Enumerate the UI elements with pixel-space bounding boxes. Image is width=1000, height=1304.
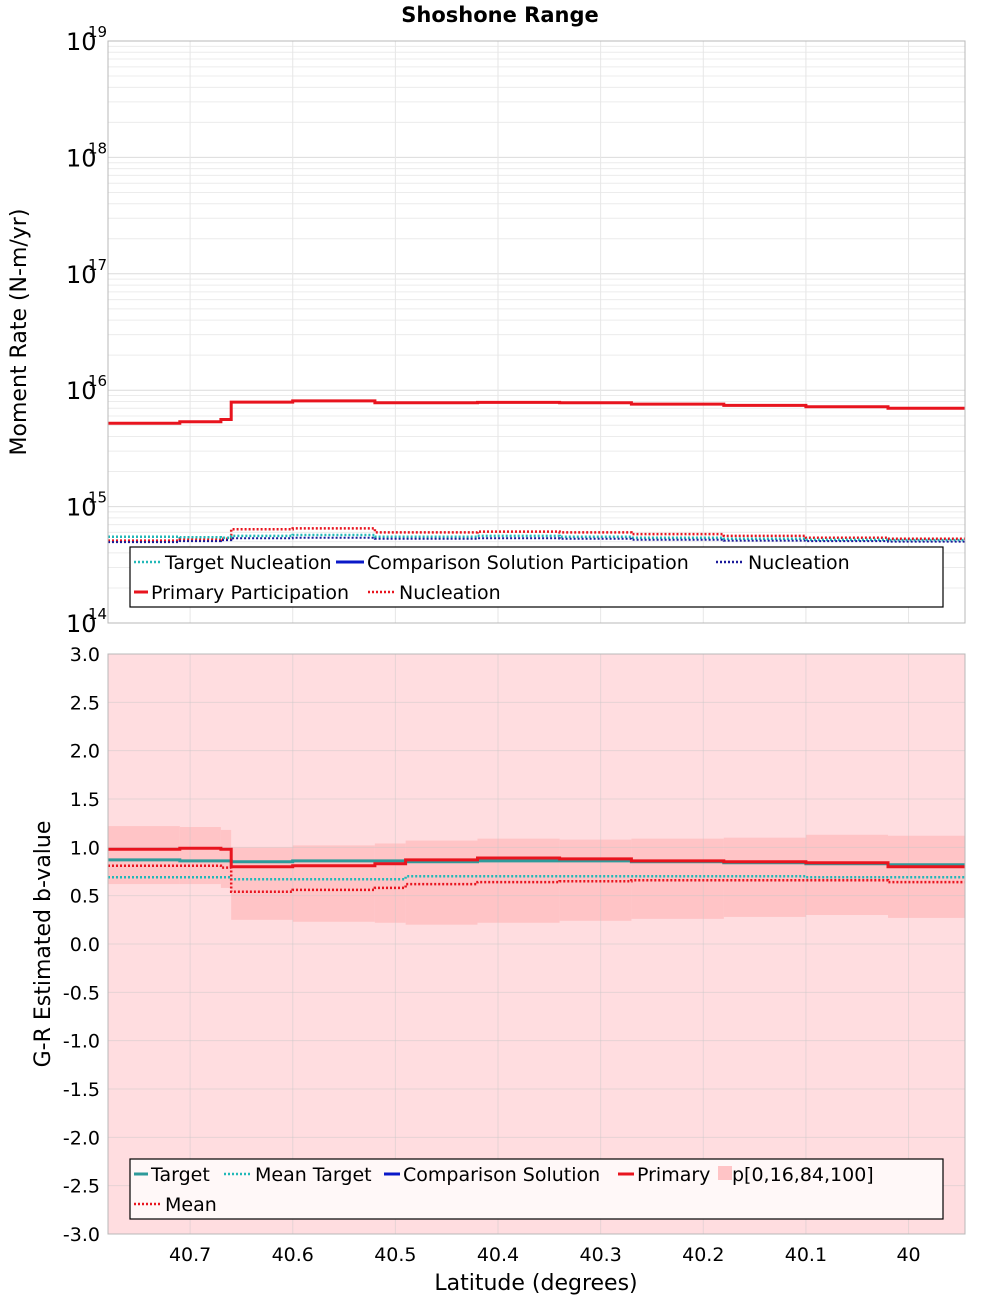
band-segment (179, 827, 221, 885)
bottom-panel: 3.0 2.5 2.0 1.5 1.0 0.5 0.0 -0.5 -1.0 -1.5 -2.0 -2.… (31, 644, 966, 1296)
bottom-legend-label-5: Mean (165, 1194, 217, 1216)
top-series-3 (108, 536, 965, 544)
top-series (108, 399, 965, 544)
bottom-y-tick-label: 0.0 (70, 934, 100, 956)
bottom-series-3 (108, 864, 965, 894)
top-y-tick-label: 10 (66, 494, 97, 522)
x-tick-label: 40.7 (169, 1244, 211, 1266)
band-segment (108, 826, 180, 885)
chart-title: Shoshone Range (401, 3, 598, 27)
bottom-x-ticks: 40.7 40.6 40.5 40.4 40.3 40.2 40.1 40 (169, 1244, 921, 1266)
bottom-y-axis-label: G-R Estimated b-value (31, 821, 56, 1068)
bottom-y-tick-label: -0.5 (63, 982, 100, 1004)
bottom-y-tick-label: 1.5 (70, 789, 100, 811)
top-y-tick-label: 10 (66, 377, 97, 405)
band-segment (292, 845, 375, 922)
bottom-y-tick-label: 2.5 (70, 692, 100, 714)
top-series-0 (108, 399, 965, 425)
top-legend-label-0: Target Nucleation (164, 552, 332, 574)
top-legend-label-1: Comparison Solution Participation (367, 552, 689, 574)
top-y-tick-label: 10 (66, 144, 97, 172)
bottom-y-tick-label: -1.5 (63, 1079, 100, 1101)
top-legend-box (129, 546, 944, 608)
bottom-legend-label-0: Target (150, 1164, 210, 1186)
x-axis-label: Latitude (degrees) (434, 1271, 637, 1296)
x-tick-label: 40.4 (477, 1244, 519, 1266)
bottom-series-1 (108, 846, 965, 869)
top-legend-label-4: Nucleation (399, 582, 501, 604)
bottom-y-tick-label: -3.0 (63, 1224, 100, 1246)
top-legend: Target Nucleation Comparison Solution Pa… (129, 546, 944, 608)
band-segment (374, 843, 406, 923)
bottom-y-tick-label: -1.0 (63, 1031, 100, 1053)
top-legend-label-3: Primary Participation (151, 582, 349, 604)
bottom-plot-frame (107, 653, 966, 1235)
bottom-legend: Target Mean Target Comparison Solution P… (129, 1158, 944, 1220)
x-tick-label: 40.6 (272, 1244, 314, 1266)
x-tick-label: 40.5 (374, 1244, 416, 1266)
bottom-y-tick-label: 0.5 (70, 886, 100, 908)
x-tick-label: 40.2 (682, 1244, 724, 1266)
top-plot-frame (107, 40, 966, 624)
bottom-y-ticks: 3.0 2.5 2.0 1.5 1.0 0.5 0.0 -0.5 -1.0 -1.5 -2.0 -2.… (63, 644, 100, 1246)
top-y-tick-exponent: 19 (88, 23, 107, 41)
top-y-tick-label: 10 (66, 610, 97, 638)
bottom-y-tick-label: -2.0 (63, 1127, 100, 1149)
bottom-y-tick-label: 1.0 (70, 837, 100, 859)
top-y-tick-exponent: 17 (88, 256, 107, 274)
band-segment (631, 838, 724, 919)
top-legend-label-2: Nucleation (748, 552, 850, 574)
top-y-tick-label: 10 (66, 28, 97, 56)
x-tick-label: 40 (896, 1244, 920, 1266)
top-y-tick-exponent: 16 (88, 372, 107, 390)
top-y-axis-label: Moment Rate (N-m/yr) (7, 209, 32, 456)
x-tick-label: 40.1 (785, 1244, 827, 1266)
band-segment (805, 834, 889, 915)
bottom-y-tick-label: 2.0 (70, 741, 100, 763)
band-segment (477, 838, 560, 923)
band-segment (220, 829, 232, 888)
top-y-tick-exponent: 18 (88, 139, 107, 157)
band-segment (405, 840, 478, 925)
bottom-legend-label-1: Mean Target (255, 1164, 372, 1186)
top-series-2 (108, 533, 965, 542)
top-y-tick-label: 10 (66, 261, 97, 289)
bottom-legend-label-3: Primary (637, 1164, 710, 1186)
bottom-plot-bg (108, 654, 965, 1234)
top-plot-bg (108, 41, 965, 623)
bottom-y-tick-label: -2.5 (63, 1176, 100, 1198)
bottom-legend-label-2: Comparison Solution (403, 1164, 600, 1186)
band-segment (231, 847, 293, 920)
top-y-tick-exponent: 14 (88, 605, 107, 623)
bottom-legend-swatch-4 (718, 1166, 732, 1180)
bottom-y-tick-label: 3.0 (70, 644, 100, 666)
bottom-series (108, 846, 965, 894)
top-y-tick-exponent: 15 (88, 489, 107, 507)
bottom-legend-box (129, 1158, 944, 1220)
bottom-legend-label-4: p[0,16,84,100] (732, 1164, 874, 1186)
x-tick-label: 40.3 (579, 1244, 621, 1266)
